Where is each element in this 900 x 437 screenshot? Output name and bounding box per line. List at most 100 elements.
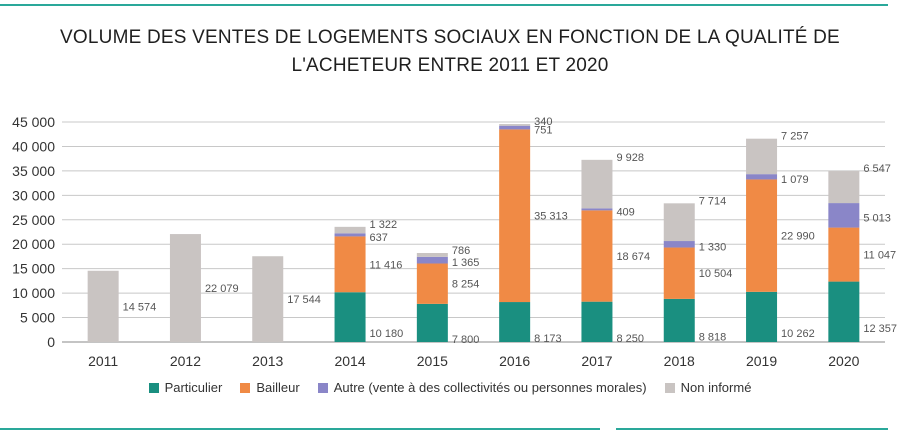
y-tick-label-0: 0 [47, 334, 55, 350]
legend-item-autre: Autre (vente à des collectivités ou pers… [317, 380, 647, 395]
data-label-bailleur-2015: 8 254 [452, 279, 480, 291]
y-tick-label-1: 5 000 [20, 310, 55, 326]
data-label-non-informe-2017: 9 928 [616, 152, 644, 164]
x-tick-label-2014: 2014 [334, 353, 365, 369]
data-label-particulier-2020: 12 357 [863, 323, 897, 335]
data-label-bailleur-2020: 11 047 [863, 250, 896, 262]
data-label-autre-2017: 409 [616, 206, 634, 218]
top-rule [0, 4, 888, 6]
legend-item-bailleur: Bailleur [240, 380, 300, 395]
bar-non-informe-2020 [828, 171, 860, 204]
bar-particulier-2017 [581, 301, 613, 342]
x-tick-label-2011: 2011 [88, 353, 118, 369]
chart-title: VOLUME DES VENTES DE LOGEMENTS SOCIAUX E… [0, 24, 900, 80]
data-label-bailleur-2016: 35 313 [534, 211, 568, 223]
bar-autre-2016 [499, 125, 531, 130]
bar-bailleur-2014 [334, 236, 366, 293]
data-label-particulier-2018: 8 818 [699, 331, 727, 343]
data-label-non-informe-2016: 340 [534, 116, 552, 128]
x-tick-label-2012: 2012 [170, 353, 201, 369]
bar-autre-2017 [581, 208, 613, 211]
data-label-particulier-2019: 10 262 [781, 328, 815, 340]
data-label-particulier-2015: 7 800 [452, 334, 480, 346]
bar-autre-2018 [663, 241, 695, 248]
data-label-non-informe-2015: 786 [452, 245, 470, 257]
bar-autre-2020 [828, 203, 860, 228]
x-tick-label-2015: 2015 [417, 353, 448, 369]
data-label-non-informe-2012: 22 079 [205, 283, 239, 295]
bar-bailleur-2015 [416, 263, 448, 304]
legend: Particulier Bailleur Autre (vente à des … [0, 380, 900, 395]
legend-item-non-informe: Non informé [664, 380, 752, 395]
bar-bailleur-2016 [499, 129, 531, 303]
bar-autre-2019 [746, 174, 778, 180]
legend-item-particulier: Particulier [148, 380, 223, 395]
bar-bailleur-2018 [663, 247, 695, 299]
bar-non-informe-2018 [663, 203, 695, 242]
legend-swatch-bailleur [240, 382, 251, 393]
data-label-bailleur-2019: 22 990 [781, 231, 815, 243]
bar-particulier-2018 [663, 298, 695, 342]
x-tick-label-2019: 2019 [746, 353, 777, 369]
data-label-bailleur-2014: 11 416 [370, 259, 403, 271]
legend-swatch-autre [317, 382, 328, 393]
bar-non-informe-2016 [499, 124, 531, 126]
data-label-bailleur-2017: 18 674 [616, 251, 650, 263]
data-label-non-informe-2019: 7 257 [781, 131, 809, 143]
data-label-autre-2019: 1 079 [781, 174, 809, 186]
bar-particulier-2016 [499, 302, 531, 342]
legend-label-bailleur: Bailleur [256, 380, 300, 395]
bar-autre-2015 [416, 256, 448, 264]
bar-autre-2014 [334, 233, 366, 237]
legend-label-autre: Autre (vente à des collectivités ou pers… [333, 380, 647, 395]
data-label-autre-2018: 1 330 [699, 241, 727, 253]
y-tick-label-5: 25 000 [12, 212, 55, 228]
x-tick-label-2017: 2017 [581, 353, 612, 369]
bar-bailleur-2019 [746, 179, 778, 292]
data-label-particulier-2016: 8 173 [534, 333, 562, 345]
data-label-non-informe-2014: 1 322 [370, 219, 398, 231]
y-tick-label-2: 10 000 [12, 285, 55, 301]
bottom-rule-right [616, 428, 888, 430]
legend-label-non-informe: Non informé [680, 380, 752, 395]
bar-bailleur-2020 [828, 227, 860, 282]
chart-title-line-2: L'ACHETEUR ENTRE 2011 ET 2020 [291, 55, 609, 76]
data-label-particulier-2014: 10 180 [370, 328, 404, 340]
data-label-non-informe-2018: 7 714 [699, 195, 727, 207]
bottom-rule-left [0, 428, 600, 430]
bar-particulier-2019 [746, 291, 778, 342]
bar-particulier-2014 [334, 292, 366, 342]
y-tick-label-9: 45 000 [12, 114, 55, 130]
chart-title-line-1: VOLUME DES VENTES DE LOGEMENTS SOCIAUX E… [60, 27, 840, 48]
data-label-autre-2020: 5 013 [863, 212, 891, 224]
data-label-autre-2015: 1 365 [452, 257, 480, 269]
bar-non-informe-2011 [87, 270, 119, 342]
y-tick-label-4: 20 000 [12, 236, 55, 252]
bar-non-informe-2012 [169, 234, 201, 342]
x-tick-label-2020: 2020 [828, 353, 859, 369]
y-tick-label-6: 30 000 [12, 187, 55, 203]
data-label-non-informe-2013: 17 544 [287, 294, 321, 306]
legend-swatch-non-informe [664, 382, 675, 393]
bar-non-informe-2014 [334, 226, 366, 234]
legend-label-particulier: Particulier [164, 380, 223, 395]
y-tick-label-3: 15 000 [12, 261, 55, 277]
data-label-autre-2014: 637 [370, 232, 388, 244]
data-label-autre-2016: 751 [534, 125, 552, 137]
data-label-particulier-2017: 8 250 [616, 333, 644, 345]
y-tick-label-7: 35 000 [12, 163, 55, 179]
y-tick-label-8: 40 000 [12, 138, 55, 154]
x-tick-label-2013: 2013 [252, 353, 283, 369]
bar-particulier-2020 [828, 281, 860, 342]
bar-particulier-2015 [416, 303, 448, 342]
data-label-non-informe-2020: 6 547 [863, 163, 891, 175]
x-tick-label-2018: 2018 [664, 353, 695, 369]
data-label-bailleur-2018: 10 504 [699, 268, 733, 280]
bar-non-informe-2015 [416, 252, 448, 257]
legend-swatch-particulier [148, 382, 159, 393]
bar-non-informe-2019 [746, 138, 778, 175]
data-label-non-informe-2011: 14 574 [123, 301, 157, 313]
bar-bailleur-2017 [581, 210, 613, 302]
x-tick-label-2016: 2016 [499, 353, 530, 369]
